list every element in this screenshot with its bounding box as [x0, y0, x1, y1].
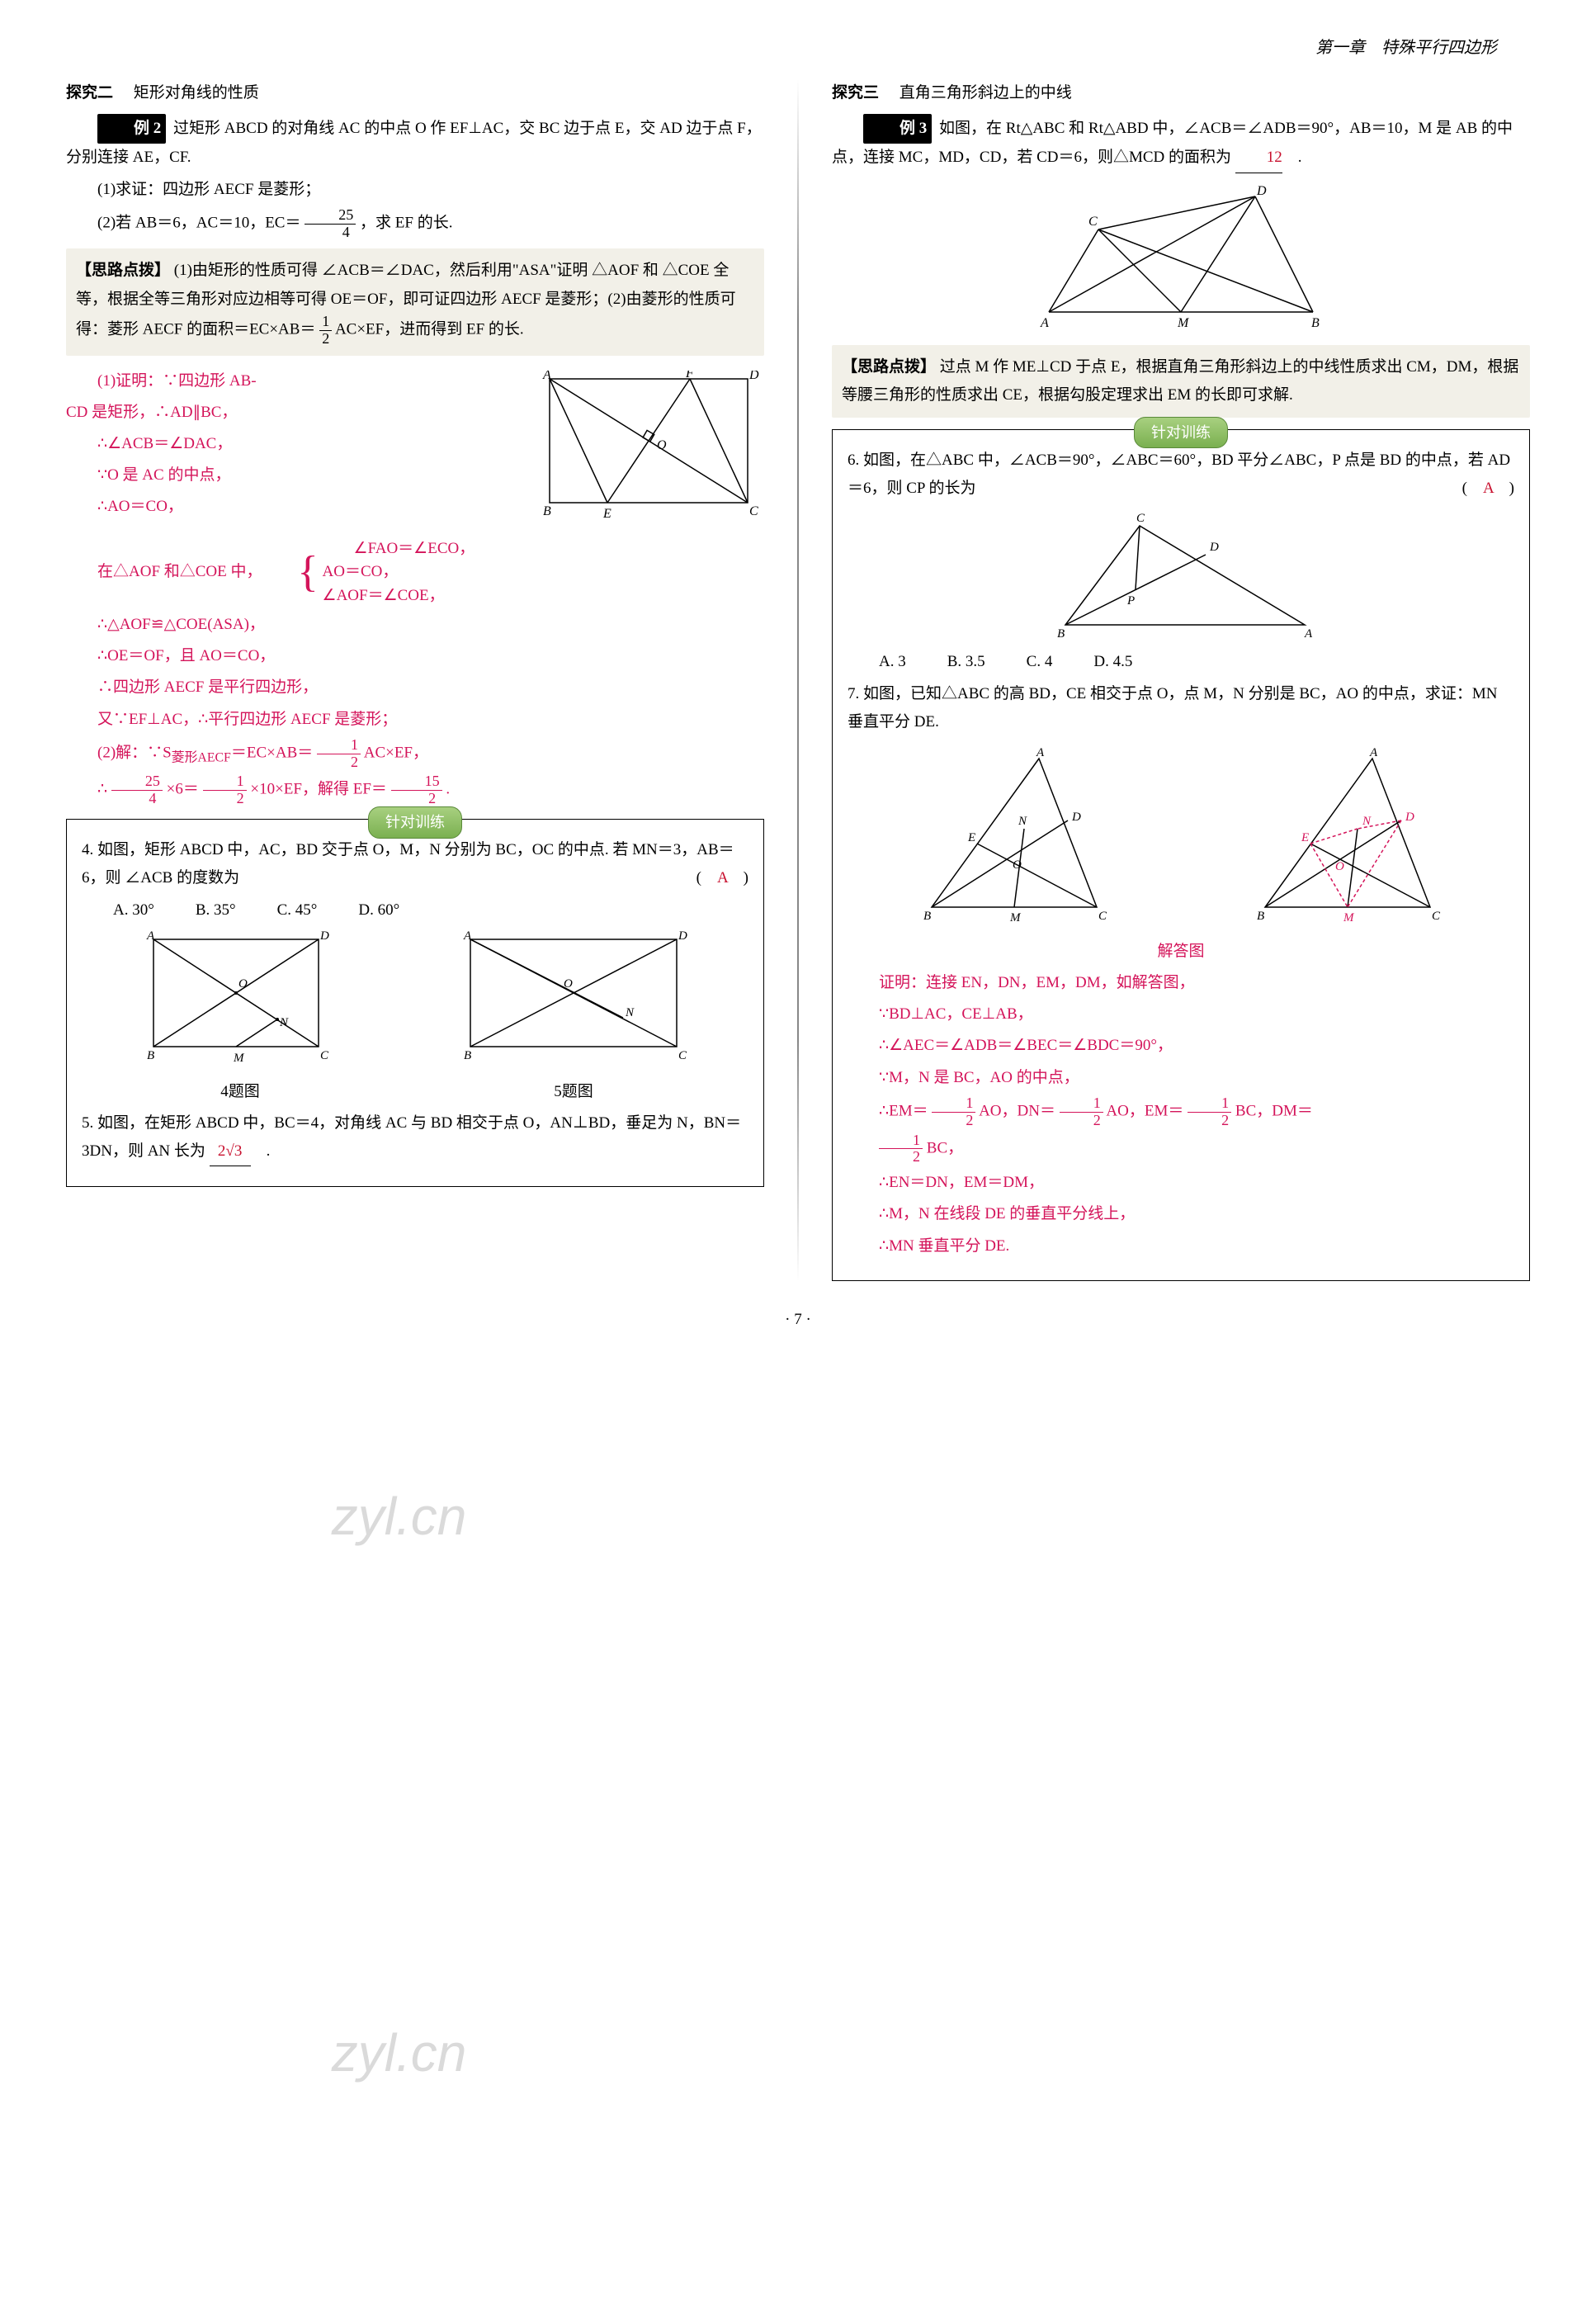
figure-q7-answer: A B C M E D N O: [1240, 746, 1455, 928]
svg-text:E: E: [967, 831, 975, 844]
svg-text:P: P: [1126, 594, 1135, 608]
tanjiu3-num: 探究三: [832, 84, 879, 102]
silu-box-right: 【思路点拨】 过点 M 作 ME⊥CD 于点 E，根据直角三角形斜边上的中线性质…: [832, 345, 1530, 418]
watermark-2: zyl.cn: [332, 2006, 467, 2101]
svg-text:C: C: [1088, 215, 1098, 229]
svg-text:A: A: [463, 931, 472, 943]
tanjiu2-title: 矩形对角线的性质: [134, 84, 259, 102]
svg-text:N: N: [625, 1006, 635, 1019]
figure-example3: A M B C D: [1024, 180, 1338, 337]
figure-example2: A F D B E C O: [533, 371, 764, 527]
svg-text:B: B: [1057, 627, 1065, 641]
chapter-header: 第一章 特殊平行四边形: [66, 33, 1530, 63]
li2-text: 过矩形 ABCD 的对角线 AC 的中点 O 作 EF⊥AC，交 BC 边于点 …: [66, 120, 762, 166]
svg-text:B: B: [1257, 910, 1264, 923]
svg-text:C: C: [1136, 512, 1145, 525]
svg-text:E: E: [1301, 831, 1309, 844]
q2: (2)若 AB＝6，AC＝10，EC＝ 254 ，求 EF 的长.: [66, 207, 764, 241]
silu-text-r: 过点 M 作 ME⊥CD 于点 E，根据直角三角形斜边上的中线性质求出 CM，D…: [842, 358, 1518, 404]
example2: 例 2 过矩形 ABCD 的对角线 AC 的中点 O 作 EF⊥AC，交 BC …: [66, 114, 764, 172]
svg-text:M: M: [233, 1052, 245, 1065]
tanjiu2-num: 探究二: [66, 84, 113, 102]
svg-text:B: B: [543, 504, 551, 518]
watermark-1: zyl.cn: [332, 1469, 467, 1564]
svg-text:C: C: [320, 1049, 329, 1062]
svg-text:C: C: [749, 504, 758, 518]
proof-part1: (1)证明：∵四边形 AB- CD 是矩形，∴AD∥BC， ∴∠ACB＝∠DAC…: [66, 364, 523, 525]
svg-text:A: A: [1369, 746, 1378, 759]
frac-25-4: 254: [305, 207, 356, 241]
example3: 例 3 如图，在 Rt△ABC 和 Rt△ABD 中，∠ACB＝∠ADB＝90°…: [832, 114, 1530, 173]
svg-text:D: D: [1209, 541, 1219, 554]
silu-label: 【思路点拨】: [76, 262, 170, 279]
right-column: 探究三 直角三角形斜边上的中线 例 3 如图，在 Rt△ABC 和 Rt△ABD…: [832, 79, 1530, 1281]
silu-box-left: 【思路点拨】 (1)由矩形的性质可得 ∠ACB＝∠DAC，然后利用"ASA"证明…: [66, 248, 764, 355]
svg-text:B: B: [147, 1049, 154, 1062]
svg-text:D: D: [319, 931, 329, 943]
svg-text:A: A: [542, 371, 551, 382]
svg-text:N: N: [279, 1016, 289, 1029]
svg-text:A: A: [146, 931, 155, 943]
li3-tag: 例 3: [863, 114, 932, 144]
q5: 5. 如图，在矩形 ABCD 中，BC＝4，对角线 AC 与 BD 相交于点 O…: [82, 1109, 748, 1166]
practice-label-right: 针对训练: [1134, 417, 1228, 448]
svg-text:M: M: [1343, 911, 1355, 924]
svg-text:D: D: [1071, 811, 1081, 824]
figure-q7: A B C M E D N O: [907, 746, 1121, 928]
figure-q6: B A C D P: [1041, 509, 1321, 641]
svg-text:N: N: [1362, 815, 1372, 828]
svg-text:A: A: [1040, 316, 1049, 330]
proof-q7: 证明：连接 EN，DN，EM，DM，如解答图， ∵BD⊥AC，CE⊥AB， ∴∠…: [848, 969, 1514, 1260]
svg-text:M: M: [1009, 911, 1022, 924]
svg-text:O: O: [657, 438, 667, 452]
q6-options: A. 3B. 3.5 C. 4D. 4.5: [848, 648, 1514, 676]
svg-text:E: E: [602, 507, 611, 521]
svg-text:M: M: [1177, 316, 1190, 330]
q7: 7. 如图，已知△ABC 的高 BD，CE 相交于点 O，点 M，N 分别是 B…: [848, 680, 1514, 736]
q1: (1)求证：四边形 AECF 是菱形；: [66, 176, 764, 204]
svg-text:C: C: [1432, 910, 1441, 923]
practice-left: 针对训练 4. 如图，矩形 ABCD 中，AC，BD 交于点 O，M，N 分别为…: [66, 819, 764, 1187]
svg-text:O: O: [1013, 858, 1022, 872]
silu-label-r: 【思路点拨】: [842, 358, 936, 376]
svg-text:B: B: [923, 910, 931, 923]
page-number: · 7 ·: [66, 1306, 1530, 1334]
q6: 6. 如图，在△ABC 中，∠ACB＝90°，∠ABC＝60°，BD 平分∠AB…: [848, 447, 1514, 503]
practice-label-left: 针对训练: [368, 806, 462, 838]
tanjiu2-heading: 探究二 矩形对角线的性质: [66, 79, 764, 107]
li2-tag: 例 2: [97, 114, 166, 144]
q4-options: A. 30°B. 35° C. 45°D. 60°: [82, 896, 748, 924]
svg-text:N: N: [1018, 815, 1027, 828]
tanjiu3-heading: 探究三 直角三角形斜边上的中线: [832, 79, 1530, 107]
svg-text:D: D: [1256, 184, 1267, 198]
li3-text: 如图，在 Rt△ABC 和 Rt△ABD 中，∠ACB＝∠ADB＝90°，AB＝…: [832, 120, 1513, 166]
figure-q5: A D B C O N: [458, 931, 689, 1071]
q5-answer: 2√3: [210, 1137, 251, 1166]
svg-text:C: C: [678, 1049, 687, 1062]
svg-text:C: C: [1098, 910, 1107, 923]
svg-text:B: B: [1311, 316, 1320, 330]
svg-text:A: A: [1304, 627, 1313, 641]
fig7-label: 解答图: [848, 938, 1514, 966]
column-divider: [797, 79, 799, 1281]
practice-right: 针对训练 6. 如图，在△ABC 中，∠ACB＝90°，∠ABC＝60°，BD …: [832, 429, 1530, 1281]
left-column: 探究二 矩形对角线的性质 例 2 过矩形 ABCD 的对角线 AC 的中点 O …: [66, 79, 764, 1281]
page-body: 探究二 矩形对角线的性质 例 2 过矩形 ABCD 的对角线 AC 的中点 O …: [66, 79, 1530, 1281]
svg-text:A: A: [1036, 746, 1045, 759]
svg-text:O: O: [1335, 860, 1344, 873]
svg-text:O: O: [564, 977, 573, 991]
tanjiu3-title: 直角三角形斜边上的中线: [900, 84, 1072, 102]
svg-text:F: F: [685, 371, 694, 381]
svg-text:D: D: [1405, 811, 1414, 824]
svg-text:O: O: [238, 977, 248, 991]
svg-text:D: D: [678, 931, 687, 943]
li3-answer: 12: [1235, 144, 1282, 173]
svg-text:B: B: [464, 1049, 471, 1062]
q4: 4. 如图，矩形 ABCD 中，AC，BD 交于点 O，M，N 分别为 BC，O…: [82, 836, 748, 892]
svg-text:D: D: [748, 371, 759, 382]
proof-rest: 在△AOF 和△COE 中， { ∠FAO＝∠ECO， AO＝CO， ∠AOF＝…: [66, 537, 764, 808]
figure-q4: A D B C O N M: [141, 931, 339, 1071]
